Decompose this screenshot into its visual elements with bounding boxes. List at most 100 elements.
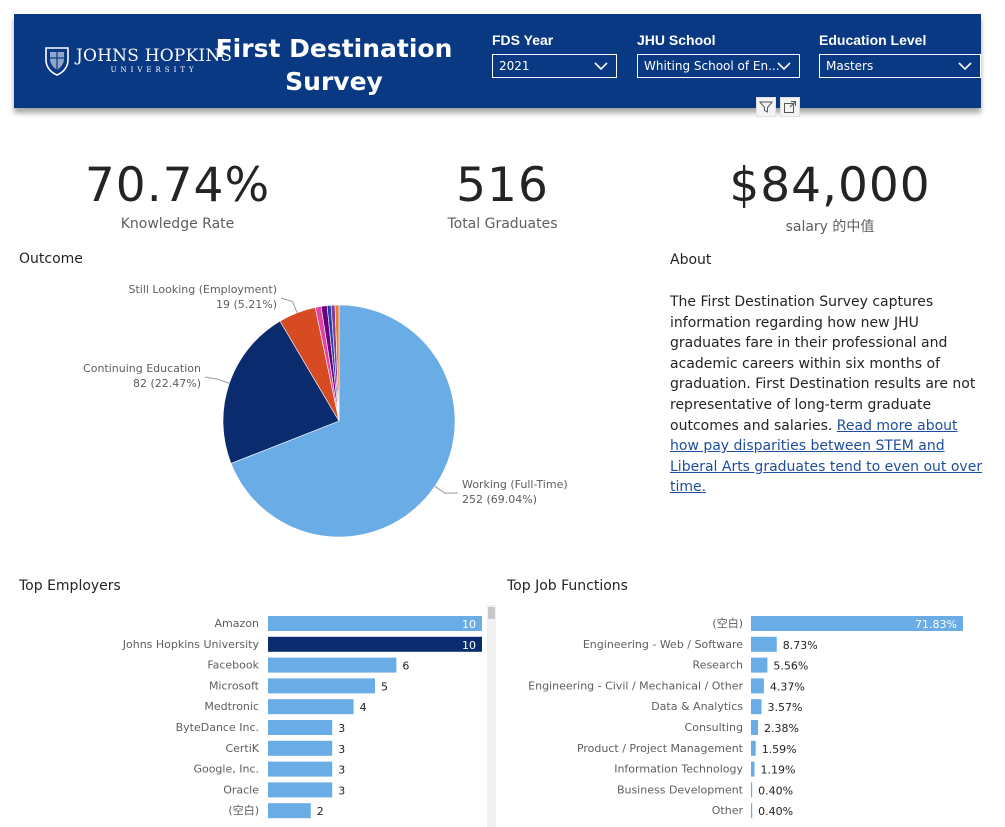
read-more-link[interactable]: Read more about how pay disparities betw… xyxy=(670,417,983,496)
bar-value-label-5: 2.38% xyxy=(764,722,799,735)
jhu-shield-icon xyxy=(45,47,69,76)
jhu-school-slicer: JHU School Whiting School of En... xyxy=(637,32,800,78)
pie-slice-7[interactable] xyxy=(334,304,340,422)
bar-value-label-0: 71.83% xyxy=(915,618,957,631)
bar-category-label-2: Facebook xyxy=(207,659,259,672)
bar-category-label-7: Google, Inc. xyxy=(193,763,259,776)
education-level-slicer: Education Level Masters xyxy=(819,32,981,78)
bar-value-label-4: 3.57% xyxy=(768,701,803,714)
bar-8[interactable] xyxy=(268,782,333,798)
bar-value-label-2: 6 xyxy=(402,660,409,673)
jhu-school-dropdown[interactable]: Whiting School of En... xyxy=(637,54,800,78)
fds-year-dropdown[interactable]: 2021 xyxy=(492,54,617,78)
bar-value-label-3: 5 xyxy=(381,680,388,693)
pie-leader-line-1 xyxy=(204,376,230,384)
about-title: About xyxy=(670,252,712,268)
bar-1[interactable] xyxy=(751,636,777,652)
kpi-label: salary 的中值 xyxy=(785,219,875,235)
header-banner: JOHNS HOPKINS UNIVERSITY First Destinati… xyxy=(14,14,981,108)
bar-2[interactable] xyxy=(268,657,397,673)
kpi-value: 516 xyxy=(456,158,549,213)
median-salary-card: $84,000 salary 的中值 xyxy=(700,158,960,236)
bar-category-label-4: Data & Analytics xyxy=(651,700,743,713)
bar-5[interactable] xyxy=(751,720,759,735)
pie-slice-1[interactable] xyxy=(222,320,340,464)
chevron-down-icon xyxy=(958,62,972,71)
pie-leader-line-2 xyxy=(280,297,298,314)
bar-value-label-8: 3 xyxy=(338,784,345,797)
top-employers-title: Top Employers xyxy=(19,578,121,594)
bar-category-label-9: (空白) xyxy=(228,803,259,817)
bar-category-label-5: Consulting xyxy=(685,721,743,734)
pie-label-value-1: 82 (22.47%) xyxy=(133,377,201,390)
bar-category-label-4: Medtronic xyxy=(204,700,259,713)
bar-value-label-1: 8.73% xyxy=(783,639,818,652)
bar-6[interactable] xyxy=(751,740,756,756)
chevron-down-icon xyxy=(777,62,791,71)
page-title: First Destination Survey xyxy=(215,34,453,96)
visual-header-icons xyxy=(756,97,800,117)
about-text: The First Destination Survey captures in… xyxy=(670,294,983,496)
bar-value-label-5: 3 xyxy=(338,722,345,735)
bar-value-label-6: 3 xyxy=(338,743,345,756)
bar-3[interactable] xyxy=(268,678,375,694)
bar-value-label-4: 4 xyxy=(360,701,367,714)
bar-category-label-8: Oracle xyxy=(223,783,259,796)
outcome-title: Outcome xyxy=(19,251,83,267)
bar-category-label-1: Engineering - Web / Software xyxy=(583,638,743,651)
pie-label-value-0: 252 (69.04%) xyxy=(462,493,537,506)
bar-0[interactable] xyxy=(751,616,963,631)
kpi-label: Knowledge Rate xyxy=(120,216,235,232)
bar-2[interactable] xyxy=(751,657,768,673)
pie-slice-0[interactable] xyxy=(230,304,456,538)
knowledge-rate-card: 70.74% Knowledge Rate xyxy=(60,158,295,232)
bar-value-label-7: 3 xyxy=(338,764,345,777)
filter-icon[interactable] xyxy=(756,97,776,117)
bar-category-label-2: Research xyxy=(693,659,743,672)
bar-6[interactable] xyxy=(268,740,333,756)
bar-7[interactable] xyxy=(268,761,333,777)
bar-value-label-8: 0.40% xyxy=(758,784,793,797)
jhu-logo: JOHNS HOPKINS UNIVERSITY xyxy=(44,44,232,78)
bar-8[interactable] xyxy=(751,782,753,798)
bar-value-label-3: 4.37% xyxy=(770,680,805,693)
bar-category-label-7: Information Technology xyxy=(614,763,743,776)
bar-value-label-2: 5.56% xyxy=(773,660,808,673)
pie-leader-line-0 xyxy=(434,485,459,494)
bar-category-label-5: ByteDance Inc. xyxy=(176,721,259,734)
bar-category-label-6: Product / Project Management xyxy=(577,742,744,755)
top-job-functions-title: Top Job Functions xyxy=(507,578,628,594)
bar-0[interactable] xyxy=(268,616,482,631)
focus-mode-icon[interactable] xyxy=(780,97,800,117)
chevron-down-icon xyxy=(594,62,608,71)
kpi-label: Total Graduates xyxy=(447,216,558,232)
bar-category-label-6: CertiK xyxy=(225,742,259,755)
scrollbar-thumb[interactable] xyxy=(488,607,495,619)
bar-3[interactable] xyxy=(751,678,764,694)
pie-label-value-2: 19 (5.21%) xyxy=(216,298,277,311)
fds-year-slicer: FDS Year 2021 xyxy=(492,32,617,78)
top-employers-chart: Amazon 10 Johns Hopkins University 10 Facebo… xyxy=(122,605,496,827)
bar-category-label-9: Other xyxy=(712,804,744,817)
scrollbar-track[interactable] xyxy=(487,605,496,827)
bar-value-label-1: 10 xyxy=(462,639,476,652)
bar-1[interactable] xyxy=(268,636,482,652)
pie-label-name-0: Working (Full-Time) xyxy=(462,478,568,491)
pie-label-name-1: Continuing Education xyxy=(83,362,201,375)
bar-category-label-1: Johns Hopkins University xyxy=(122,638,260,651)
bar-5[interactable] xyxy=(268,720,333,735)
bar-4[interactable] xyxy=(751,699,762,715)
kpi-value: 70.74% xyxy=(84,158,271,213)
bar-9[interactable] xyxy=(751,803,753,819)
total-graduates-card: 516 Total Graduates xyxy=(400,158,605,232)
bar-4[interactable] xyxy=(268,699,354,715)
bar-7[interactable] xyxy=(751,761,755,777)
bar-value-label-9: 2 xyxy=(317,805,324,818)
education-level-dropdown[interactable]: Masters xyxy=(819,54,981,78)
bar-value-label-9: 0.40% xyxy=(758,805,793,818)
bar-category-label-0: Amazon xyxy=(215,617,259,630)
outcome-pie-chart: Working (Full-Time) 252 (69.04%) Continuin… xyxy=(83,283,568,538)
bar-9[interactable] xyxy=(268,803,311,819)
bar-category-label-8: Business Development xyxy=(617,783,744,796)
bar-category-label-3: Engineering - Civil / Mechanical / Other xyxy=(528,679,743,692)
